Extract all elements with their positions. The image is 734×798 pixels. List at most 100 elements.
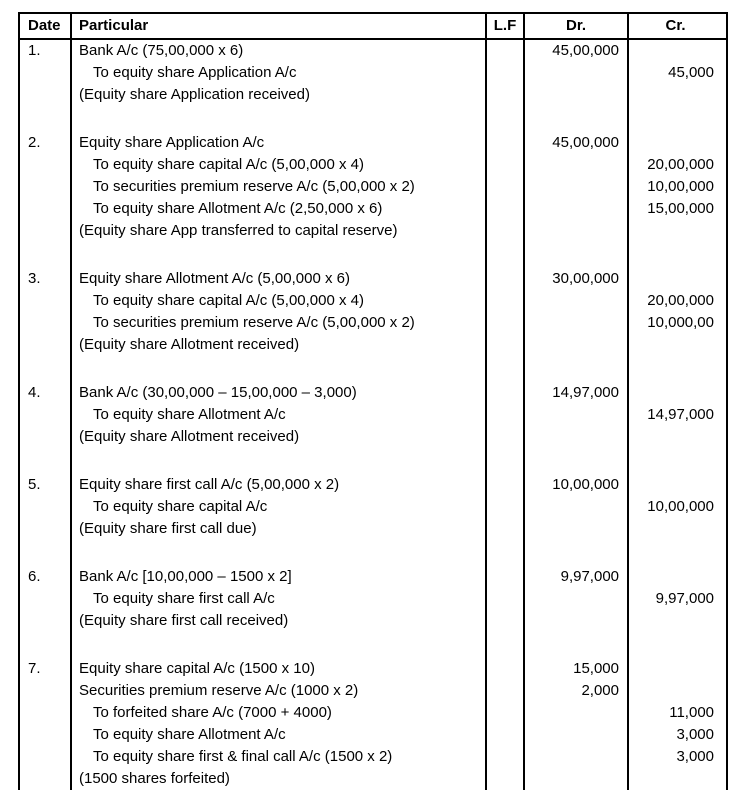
journal-body: 1. Bank A/c (75,00,000 x 6) 45,00,000 To… xyxy=(20,40,726,790)
journal-line: To securities premium reserve A/c (5,00,… xyxy=(20,176,726,198)
lf-cell xyxy=(487,176,525,198)
date-cell: 3. xyxy=(20,268,72,290)
journal-spacer-line xyxy=(20,632,726,658)
lf-cell xyxy=(487,448,525,474)
journal-line: 7. Equity share capital A/c (1500 x 10) … xyxy=(20,658,726,680)
journal-line: 3. Equity share Allotment A/c (5,00,000 … xyxy=(20,268,726,290)
cr-cell xyxy=(629,268,722,290)
lf-cell xyxy=(487,566,525,588)
particular-cell xyxy=(72,540,487,566)
journal-line: Securities premium reserve A/c (1000 x 2… xyxy=(20,680,726,702)
date-cell xyxy=(20,106,72,132)
cr-cell xyxy=(629,680,722,702)
journal-spacer-line xyxy=(20,356,726,382)
date-cell xyxy=(20,154,72,176)
cr-cell xyxy=(629,356,722,382)
cr-cell xyxy=(629,518,722,540)
journal-line: (1500 shares forfeited) xyxy=(20,768,726,790)
journal-line: (Equity share Application received) xyxy=(20,84,726,106)
particular-cell: (Equity share Application received) xyxy=(72,84,487,106)
dr-cell xyxy=(525,106,629,132)
journal-line: To equity share capital A/c (5,00,000 x … xyxy=(20,290,726,312)
particular-cell: To equity share capital A/c xyxy=(72,496,487,518)
date-cell: 7. xyxy=(20,658,72,680)
date-cell xyxy=(20,312,72,334)
header-cr: Cr. xyxy=(665,17,686,34)
particular-cell xyxy=(72,356,487,382)
dr-cell xyxy=(525,356,629,382)
date-cell xyxy=(20,220,72,242)
date-cell: 1. xyxy=(20,40,72,62)
dr-cell: 10,00,000 xyxy=(525,474,629,496)
lf-cell xyxy=(487,62,525,84)
particular-cell xyxy=(72,632,487,658)
lf-cell xyxy=(487,746,525,768)
journal-line: To equity share Allotment A/c (2,50,000 … xyxy=(20,198,726,220)
lf-cell xyxy=(487,680,525,702)
date-cell xyxy=(20,746,72,768)
date-cell xyxy=(20,334,72,356)
dr-cell xyxy=(525,518,629,540)
dr-cell xyxy=(525,198,629,220)
lf-cell xyxy=(487,40,525,62)
dr-cell: 45,00,000 xyxy=(525,132,629,154)
particular-cell: (Equity share App transferred to capital… xyxy=(72,220,487,242)
dr-cell xyxy=(525,242,629,268)
lf-cell xyxy=(487,242,525,268)
cr-cell: 11,000 xyxy=(669,704,714,721)
lf-cell xyxy=(487,518,525,540)
cr-cell xyxy=(629,658,722,680)
dr-cell xyxy=(525,62,629,84)
cr-cell xyxy=(629,334,722,356)
journal-line: To equity share Application A/c 45,000 xyxy=(20,62,726,84)
dr-cell xyxy=(525,334,629,356)
lf-cell xyxy=(487,382,525,404)
particular-cell: (Equity share Allotment received) xyxy=(72,334,487,356)
date-cell xyxy=(20,496,72,518)
cr-cell: 15,00,000 xyxy=(647,200,714,217)
journal-line: (Equity share App transferred to capital… xyxy=(20,220,726,242)
cr-cell xyxy=(629,242,722,268)
particular-cell: (Equity share Allotment received) xyxy=(72,426,487,448)
particular-cell: (1500 shares forfeited) xyxy=(72,768,487,790)
date-cell xyxy=(20,448,72,474)
date-cell xyxy=(20,518,72,540)
cr-cell: 3,000 xyxy=(676,748,714,765)
dr-cell: 14,97,000 xyxy=(525,382,629,404)
cr-cell xyxy=(629,106,722,132)
cr-cell: 14,97,000 xyxy=(647,406,714,423)
particular-cell: (Equity share first call due) xyxy=(72,518,487,540)
dr-cell xyxy=(525,610,629,632)
particular-cell: Equity share first call A/c (5,00,000 x … xyxy=(72,474,487,496)
cr-cell xyxy=(629,632,722,658)
particular-cell: To equity share first call A/c xyxy=(72,588,487,610)
dr-cell xyxy=(525,220,629,242)
date-cell: 5. xyxy=(20,474,72,496)
dr-cell xyxy=(525,448,629,474)
lf-cell xyxy=(487,198,525,220)
cr-cell xyxy=(629,426,722,448)
date-cell xyxy=(20,680,72,702)
cr-cell: 10,00,000 xyxy=(647,498,714,515)
cr-cell xyxy=(629,220,722,242)
dr-cell: 2,000 xyxy=(525,680,629,702)
journal-line: 2. Equity share Application A/c 45,00,00… xyxy=(20,132,726,154)
date-cell xyxy=(20,768,72,790)
journal-line: 6. Bank A/c [10,00,000 – 1500 x 2] 9,97,… xyxy=(20,566,726,588)
journal-spacer-line xyxy=(20,448,726,474)
particular-cell: Bank A/c (75,00,000 x 6) xyxy=(72,40,487,62)
lf-cell xyxy=(487,702,525,724)
dr-cell xyxy=(525,496,629,518)
lf-cell xyxy=(487,84,525,106)
date-cell xyxy=(20,84,72,106)
date-cell: 2. xyxy=(20,132,72,154)
particular-cell xyxy=(72,448,487,474)
cr-cell xyxy=(629,610,722,632)
cr-cell xyxy=(629,566,722,588)
dr-cell: 30,00,000 xyxy=(525,268,629,290)
journal-line: (Equity share Allotment received) xyxy=(20,334,726,356)
header-dr: Dr. xyxy=(525,14,629,38)
journal-line: To equity share capital A/c (5,00,000 x … xyxy=(20,154,726,176)
journal-line: To equity share Allotment A/c 14,97,000 xyxy=(20,404,726,426)
dr-cell xyxy=(525,154,629,176)
